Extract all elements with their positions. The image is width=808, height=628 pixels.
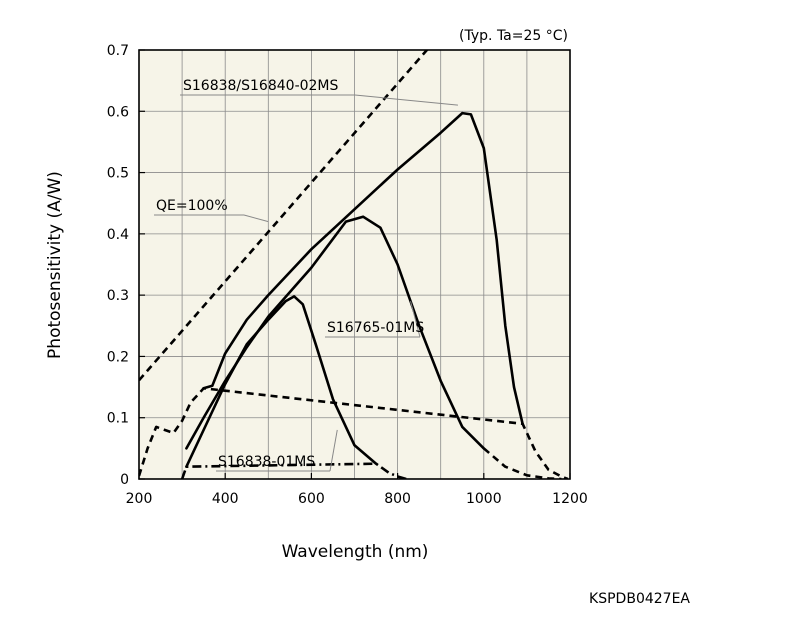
x-tick-label: 200 (126, 491, 153, 507)
figure-code: KSPDB0427EA (589, 591, 690, 607)
annotation-leader (329, 429, 338, 472)
y-tick-label: 0.1 (107, 411, 129, 427)
annotation-s16765-01ms: S16765-01MS (327, 320, 424, 336)
x-tick-label: 400 (212, 491, 239, 507)
annotation-leader (354, 94, 458, 106)
y-tick-label: 0.5 (107, 166, 129, 182)
annotation-qe-100: QE=100% (156, 198, 228, 214)
annotation-s16838-s16840-02ms: S16838/S16840-02MS (183, 78, 339, 94)
series-line-s16838-01ms-extension (180, 462, 407, 479)
series-line-s16838-s16840-02ms (202, 111, 524, 426)
x-axis-ticks: 200 400 600 800 1000 1200 (126, 473, 588, 507)
plot-frame (138, 49, 571, 480)
y-axis-ticks: 0 0.1 0.2 0.3 0.4 0.5 0.6 0.7 (107, 43, 145, 488)
x-tick-label: 800 (384, 491, 411, 507)
y-tick-label: 0.2 (107, 349, 129, 365)
series-line-s16838-s16840-02ms-extension (139, 386, 569, 479)
conditions-note: (Typ. Ta=25 °C) (459, 28, 568, 44)
series-line-qe-100 (139, 50, 429, 382)
y-tick-label: 0.4 (107, 227, 129, 243)
x-tick-label: 1200 (552, 491, 588, 507)
annotation-s16838-01ms: S16838-01MS (218, 454, 315, 470)
grid-lines (139, 50, 570, 479)
y-tick-label: 0.7 (107, 43, 129, 59)
y-tick-label: 0 (120, 472, 129, 488)
x-tick-label: 600 (298, 491, 325, 507)
x-axis-title: Wavelength (nm) (282, 542, 429, 562)
annotation-leader (410, 301, 421, 338)
x-tick-label: 1000 (466, 491, 502, 507)
annotation-leaders (154, 94, 458, 472)
y-tick-label: 0.3 (107, 288, 129, 304)
series-lines (139, 50, 569, 479)
annotation-leader (243, 214, 269, 223)
y-axis-title: Photosensitivity (A/W) (45, 171, 65, 359)
series-line-s16838-01ms (185, 295, 378, 469)
y-tick-label: 0.6 (107, 104, 129, 120)
